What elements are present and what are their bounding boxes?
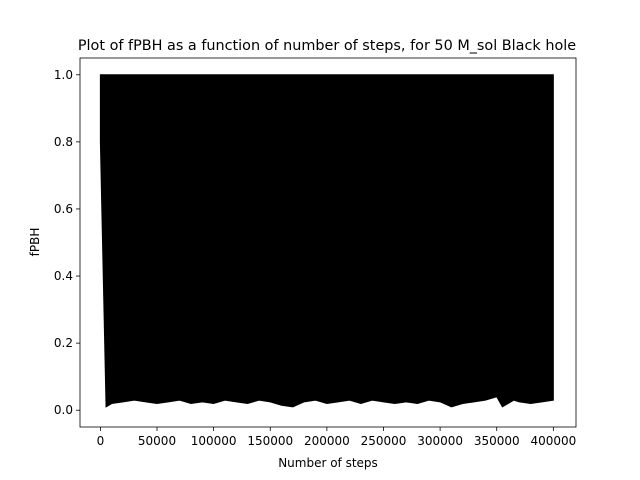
- x-axis: 0 50000 100000 150000 200000 250000 300000 3500…: [97, 427, 576, 448]
- series-line-0: [99, 74, 554, 408]
- y-axis-label: fPBH: [28, 228, 42, 257]
- y-tick-label: 0.2: [54, 336, 73, 350]
- y-tick-label: 1.0: [54, 68, 73, 82]
- x-tick-label: 350000: [474, 434, 520, 448]
- x-tick-label: 100000: [191, 434, 237, 448]
- plot-area: [99, 74, 554, 408]
- x-tick-label: 300000: [417, 434, 463, 448]
- x-tick-label: 0: [97, 434, 105, 448]
- y-axis: 0.0 0.2 0.4 0.6 0.8 1.0: [54, 68, 80, 417]
- x-tick-label: 250000: [361, 434, 407, 448]
- x-tick-label: 50000: [138, 434, 176, 448]
- y-tick-label: 0.0: [54, 403, 73, 417]
- x-axis-label: Number of steps: [278, 456, 378, 470]
- x-tick-label: 150000: [247, 434, 293, 448]
- axes-frame: [79, 57, 577, 428]
- chart-title: Plot of fPBH as a function of number of …: [78, 38, 576, 54]
- y-tick-label: 0.4: [54, 269, 73, 283]
- x-tick-label: 400000: [530, 434, 576, 448]
- y-tick-label: 0.8: [54, 135, 73, 149]
- y-tick-label: 0.6: [54, 202, 73, 216]
- x-tick-label: 200000: [304, 434, 350, 448]
